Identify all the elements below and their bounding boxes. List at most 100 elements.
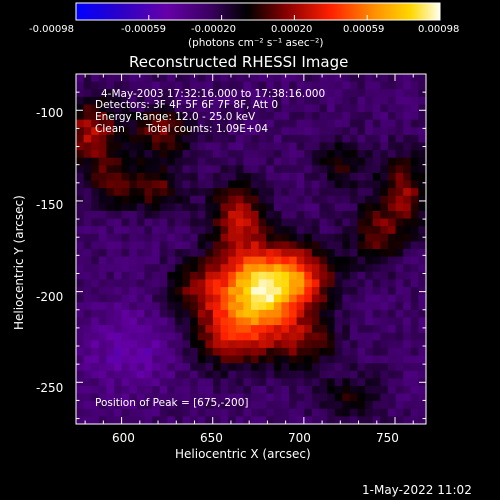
heatmap-cell: [235, 416, 244, 425]
heatmap-cell: [403, 256, 412, 265]
heatmap-cell: [387, 203, 397, 212]
heatmap-cell: [349, 127, 359, 136]
heatmap-cell: [174, 325, 184, 334]
heatmap-cell: [349, 385, 359, 395]
heatmap-cell: [83, 287, 92, 296]
heatmap-cell: [91, 142, 100, 151]
heatmap-cell: [197, 416, 206, 425]
heatmap-cell: [342, 347, 351, 357]
heatmap-cell: [91, 271, 100, 281]
heatmap-cell: [76, 203, 85, 212]
heatmap-cell: [129, 96, 138, 106]
heatmap-cell: [289, 195, 298, 204]
heatmap-cell: [403, 408, 412, 417]
heatmap-cell: [136, 249, 146, 258]
heatmap-cell: [129, 218, 138, 227]
heatmap-cell: [266, 180, 275, 189]
heatmap-cell: [220, 150, 229, 159]
heatmap-cell: [251, 294, 260, 303]
heatmap-cell: [197, 150, 206, 159]
heatmap-cell: [144, 325, 153, 334]
heatmap-cell: [205, 271, 214, 281]
heatmap-cell: [281, 96, 290, 106]
heatmap-cell: [380, 287, 389, 296]
heatmap-cell: [235, 241, 244, 250]
heatmap-cell: [410, 119, 419, 128]
heatmap-cell: [190, 264, 199, 273]
heatmap-cell: [136, 347, 146, 357]
heatmap-cell: [83, 393, 92, 402]
heatmap-cell: [380, 172, 389, 182]
heatmap-cell: [212, 172, 222, 182]
heatmap-cell: [395, 355, 404, 364]
heatmap-cell: [152, 203, 161, 212]
heatmap-cell: [251, 287, 260, 296]
heatmap-cell: [251, 332, 260, 341]
heatmap-cell: [243, 241, 252, 250]
heatmap-cell: [182, 256, 191, 265]
heatmap-cell: [121, 180, 130, 189]
heatmap-cell: [167, 378, 176, 387]
heatmap-cell: [327, 264, 336, 273]
heatmap-cell: [296, 416, 305, 425]
heatmap-cell: [121, 256, 130, 265]
heatmap-cell: [174, 226, 184, 235]
heatmap-cell: [243, 408, 252, 417]
heatmap-cell: [410, 127, 419, 136]
colorbar-ticks: [75, 15, 441, 20]
heatmap-cell: [349, 370, 359, 379]
heatmap-cell: [190, 393, 199, 402]
heatmap-cell: [197, 302, 206, 311]
heatmap-cell: [357, 142, 366, 151]
heatmap-cell: [418, 218, 427, 227]
heatmap-cell: [235, 134, 244, 144]
heatmap-cell: [251, 256, 260, 265]
heatmap-cell: [243, 271, 252, 281]
heatmap-cell: [182, 340, 191, 349]
heatmap-cell: [311, 81, 321, 90]
heatmap-cell: [372, 172, 381, 182]
heatmap-cell: [296, 408, 305, 417]
heatmap-cell: [380, 416, 389, 425]
heatmap-cell: [167, 309, 176, 319]
heatmap-cell: [76, 363, 85, 372]
heatmap-cell: [327, 195, 336, 204]
heatmap-cell: [91, 325, 100, 334]
heatmap-cell: [243, 294, 252, 303]
heatmap-cell: [106, 256, 115, 265]
heatmap-cell: [235, 385, 244, 395]
heatmap-cell: [304, 317, 313, 326]
heatmap-cell: [319, 363, 328, 372]
heatmap-cell: [266, 385, 275, 395]
heatmap-cell: [319, 96, 328, 106]
heatmap-cell: [243, 74, 252, 83]
heatmap-cell: [190, 294, 199, 303]
heatmap-cell: [410, 218, 419, 227]
heatmap-cell: [190, 96, 199, 106]
heatmap-cell: [212, 142, 222, 151]
heatmap-cell: [228, 393, 237, 402]
heatmap-cell: [349, 241, 359, 250]
heatmap-cell: [76, 150, 85, 159]
heatmap-cell: [220, 96, 229, 106]
heatmap-cell: [106, 165, 115, 174]
heatmap-cell: [349, 112, 359, 121]
heatmap-cell: [136, 325, 146, 334]
heatmap-cell: [228, 218, 237, 227]
heatmap-cell: [106, 150, 115, 159]
heatmap-cell: [243, 226, 252, 235]
heatmap-cell: [228, 309, 237, 319]
heatmap-cell: [212, 96, 222, 106]
heatmap-cell: [289, 104, 298, 113]
heatmap-cell: [365, 325, 374, 334]
heatmap-cell: [106, 317, 115, 326]
heatmap-cell: [121, 74, 130, 83]
heatmap-cell: [342, 226, 351, 235]
heatmap-cell: [342, 385, 351, 395]
heatmap-cell: [380, 347, 389, 357]
heatmap-cell: [235, 172, 244, 182]
heatmap-cell: [197, 249, 206, 258]
heatmap-cell: [327, 317, 336, 326]
heatmap-cell: [311, 210, 321, 220]
heatmap-cell: [152, 127, 161, 136]
